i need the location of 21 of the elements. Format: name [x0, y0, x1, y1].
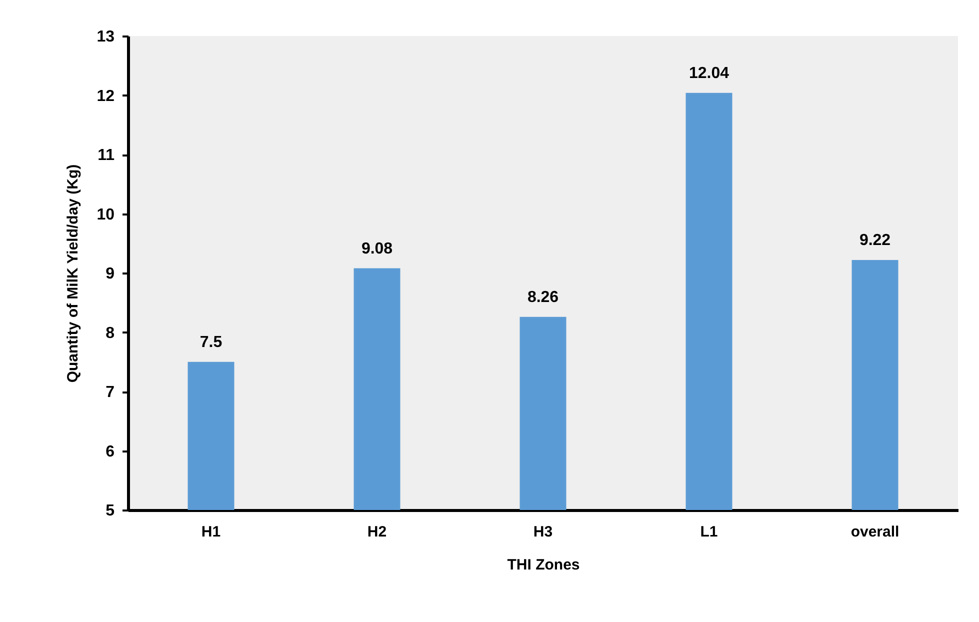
data-label: 12.04: [688, 64, 730, 82]
x-tick-label: H3: [533, 524, 553, 540]
x-axis-title: THI Zones: [507, 556, 580, 574]
y-tick-label: 6: [106, 443, 115, 460]
x-tick-label: H1: [201, 524, 221, 540]
y-tick-label: 13: [96, 28, 115, 46]
data-label: 8.26: [527, 288, 559, 306]
x-tick-label: H2: [367, 524, 387, 540]
y-tick-label: 8: [106, 324, 115, 342]
x-tick-label: overall: [850, 524, 900, 540]
y-tick-label: 9: [106, 266, 115, 282]
data-label: 9.22: [859, 232, 891, 249]
y-tick-label: 12: [96, 88, 115, 105]
y-tick-label: 10: [96, 206, 115, 224]
y-tick-label: 7: [106, 384, 115, 401]
data-label: 7.5: [200, 334, 222, 351]
y-axis-title: Quantity of MilK Yield/day (Kg): [64, 164, 82, 383]
y-tick-label: 5: [106, 502, 115, 520]
data-label: 9.08: [361, 240, 393, 258]
y-tick-label: 11: [98, 147, 115, 164]
x-tick-label: L1: [700, 524, 718, 540]
